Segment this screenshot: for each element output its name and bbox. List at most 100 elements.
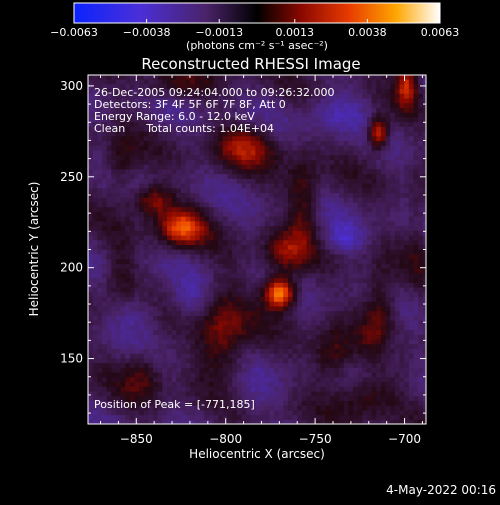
- heatmap-cell: [125, 391, 130, 396]
- heatmap-cell: [307, 216, 312, 221]
- heatmap-cell: [130, 334, 135, 339]
- heatmap-cell: [246, 188, 251, 193]
- heatmap-cell: [130, 188, 135, 193]
- heatmap-cell: [190, 155, 195, 160]
- heatmap-cell: [265, 329, 270, 334]
- heatmap-cell: [190, 169, 195, 174]
- heatmap-cell: [279, 169, 284, 174]
- heatmap-cell: [116, 192, 121, 197]
- heatmap-cell: [125, 226, 130, 231]
- heatmap-cell: [311, 150, 316, 155]
- heatmap-cell: [367, 344, 372, 349]
- heatmap-cell: [121, 155, 126, 160]
- heatmap-cell: [367, 226, 372, 231]
- heatmap-cell: [246, 320, 251, 325]
- heatmap-cell: [97, 240, 102, 245]
- heatmap-cell: [269, 221, 274, 226]
- heatmap-cell: [307, 353, 312, 358]
- heatmap-cell: [214, 320, 219, 325]
- heatmap-cell: [232, 188, 237, 193]
- heatmap-cell: [376, 263, 381, 268]
- heatmap-cell: [186, 259, 191, 264]
- heatmap-cell: [200, 377, 205, 382]
- heatmap-cell: [404, 263, 409, 268]
- heatmap-cell: [186, 230, 191, 235]
- heatmap-cell: [297, 244, 302, 249]
- heatmap-cell: [358, 136, 363, 141]
- heatmap-cell: [255, 277, 260, 282]
- heatmap-cell: [102, 386, 107, 391]
- heatmap-cell: [279, 136, 284, 141]
- heatmap-cell: [297, 145, 302, 150]
- heatmap-cell: [353, 353, 358, 358]
- heatmap-cell: [195, 230, 200, 235]
- heatmap-cell: [400, 240, 405, 245]
- heatmap-cell: [148, 235, 153, 240]
- heatmap-cell: [344, 226, 349, 231]
- heatmap-cell: [241, 192, 246, 197]
- heatmap-cell: [88, 391, 93, 396]
- heatmap-cell: [320, 292, 325, 297]
- heatmap-cell: [246, 140, 251, 145]
- heatmap-cell: [255, 320, 260, 325]
- heatmap-cell: [381, 363, 386, 368]
- heatmap-cell: [111, 178, 116, 183]
- heatmap-cell: [181, 221, 186, 226]
- heatmap-cell: [288, 183, 293, 188]
- heatmap-cell: [93, 329, 98, 334]
- heatmap-cell: [413, 400, 418, 405]
- heatmap-cell: [386, 400, 391, 405]
- heatmap-cell: [158, 216, 163, 221]
- heatmap-cell: [241, 325, 246, 330]
- heatmap-cell: [400, 216, 405, 221]
- heatmap-cell: [125, 263, 130, 268]
- heatmap-cell: [204, 391, 209, 396]
- heatmap-cell: [418, 216, 423, 221]
- heatmap-cell: [311, 235, 316, 240]
- heatmap-cell: [121, 211, 126, 216]
- heatmap-cell: [93, 226, 98, 231]
- heatmap-cell: [214, 377, 219, 382]
- heatmap-cell: [320, 259, 325, 264]
- heatmap-cell: [227, 259, 232, 264]
- heatmap-cell: [381, 259, 386, 264]
- heatmap-cell: [139, 197, 144, 202]
- heatmap-cell: [125, 240, 130, 245]
- heatmap-cell: [93, 169, 98, 174]
- heatmap-cell: [311, 358, 316, 363]
- heatmap-cell: [153, 320, 158, 325]
- heatmap-cell: [311, 306, 316, 311]
- heatmap-cell: [353, 117, 358, 122]
- heatmap-cell: [307, 306, 312, 311]
- heatmap-cell: [158, 292, 163, 297]
- heatmap-cell: [418, 381, 423, 386]
- heatmap-cell: [204, 197, 209, 202]
- heatmap-cell: [334, 268, 339, 273]
- heatmap-cell: [302, 150, 307, 155]
- heatmap-cell: [283, 150, 288, 155]
- heatmap-cell: [260, 391, 265, 396]
- heatmap-cell: [265, 202, 270, 207]
- heatmap-cell: [130, 140, 135, 145]
- heatmap-cell: [344, 334, 349, 339]
- heatmap-cell: [139, 159, 144, 164]
- heatmap-cell: [167, 292, 172, 297]
- heatmap-cell: [121, 273, 126, 278]
- heatmap-cell: [330, 367, 335, 372]
- heatmap-cell: [320, 188, 325, 193]
- heatmap-cell: [232, 296, 237, 301]
- heatmap-cell: [269, 169, 274, 174]
- heatmap-cell: [330, 287, 335, 292]
- heatmap-cell: [260, 396, 265, 401]
- heatmap-cell: [102, 197, 107, 202]
- heatmap-cell: [93, 268, 98, 273]
- heatmap-cell: [148, 292, 153, 297]
- heatmap-cell: [107, 287, 112, 292]
- heatmap-cell: [246, 381, 251, 386]
- heatmap-cell: [316, 348, 321, 353]
- heatmap-cell: [381, 145, 386, 150]
- heatmap-cell: [144, 221, 149, 226]
- heatmap-cell: [102, 259, 107, 264]
- heatmap-cell: [190, 254, 195, 259]
- heatmap-cell: [353, 244, 358, 249]
